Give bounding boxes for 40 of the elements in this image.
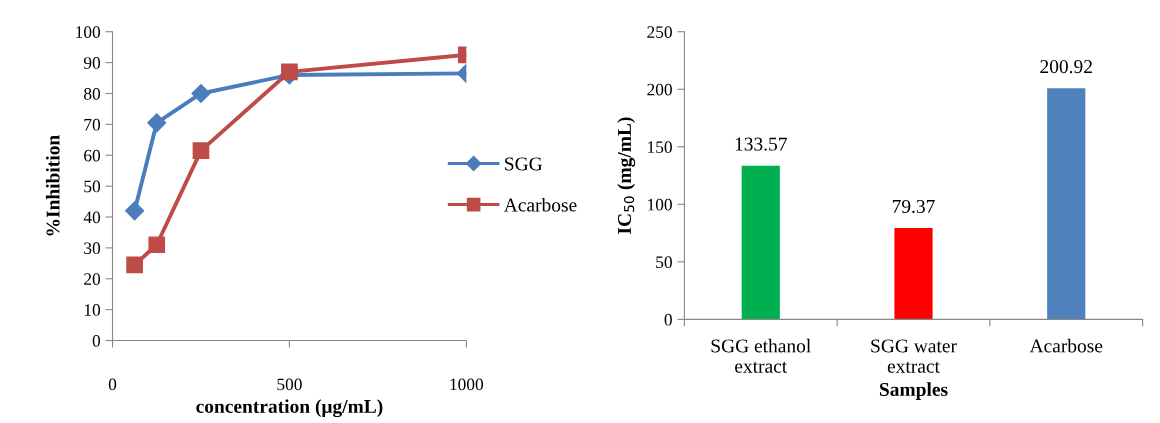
- y-tick-label: 90: [83, 57, 101, 69]
- y-axis-title: IC$_{50}$ (mg/mL): [617, 117, 636, 234]
- y-tick-label: 50: [84, 180, 101, 193]
- point: [125, 201, 145, 221]
- y-tick-label: 70: [84, 118, 101, 131]
- x-tick-label: 500: [277, 378, 302, 391]
- x-axis-title: concentration (μg/mL): [196, 399, 383, 418]
- y-tick-label: 80: [84, 87, 101, 100]
- legend-label: SGG: [505, 157, 543, 171]
- point: [191, 83, 211, 104]
- y-axis-title: %Inhibition: [45, 135, 60, 236]
- y-tick-label: 50: [656, 256, 672, 269]
- y-tick-label: 100: [76, 26, 101, 38]
- y-tick-label: 60: [84, 149, 101, 162]
- bar: [1047, 88, 1086, 320]
- y-tick-label: 250: [647, 26, 672, 38]
- x-tick-label: SGG ethanol extract: [711, 338, 811, 373]
- y-tick-label: 0: [664, 313, 672, 326]
- x-tick-label: 1000: [450, 378, 484, 391]
- y-tick-label: 30: [84, 242, 101, 255]
- data-label: 133.57: [735, 137, 787, 151]
- x-tick-label: 0: [108, 378, 117, 391]
- y-tick-label: 150: [648, 141, 672, 153]
- x-tick-label: Acarbose: [1029, 338, 1103, 353]
- data-label: 200.92: [1040, 60, 1092, 74]
- point: [148, 236, 166, 254]
- point: [192, 142, 210, 159]
- y-tick-label: 200: [647, 83, 672, 96]
- x-tick-label: SGG water extract: [871, 339, 957, 373]
- y-tick-label: 20: [84, 273, 101, 285]
- y-tick-label: 40: [83, 211, 101, 224]
- x-axis-title: Samples: [879, 382, 948, 400]
- bar: [894, 228, 933, 320]
- point: [126, 256, 143, 274]
- point: [147, 113, 167, 133]
- bar: [741, 165, 780, 320]
- legend-label: Acarbose: [503, 197, 577, 212]
- data-label: 79.37: [892, 199, 935, 214]
- y-tick-label: 100: [648, 198, 672, 211]
- y-tick-label: 10: [84, 304, 101, 316]
